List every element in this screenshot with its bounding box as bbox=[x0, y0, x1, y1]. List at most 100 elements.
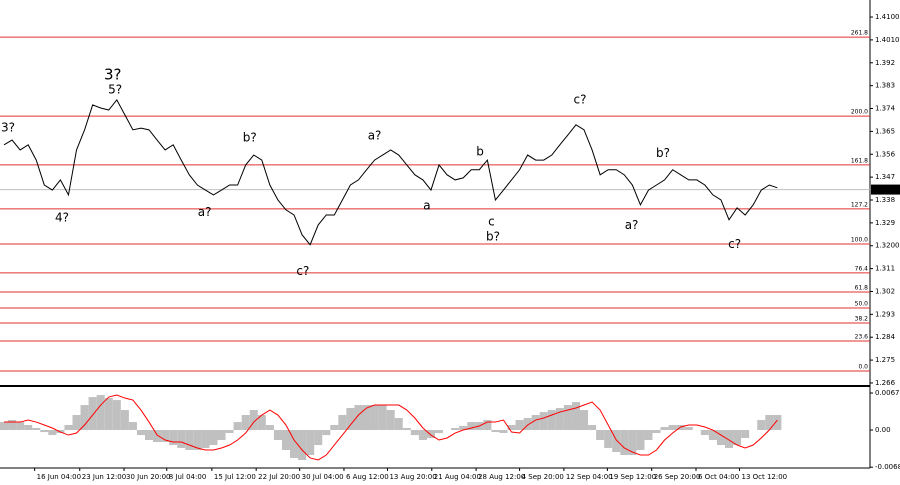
histogram-bar bbox=[483, 420, 492, 431]
histogram-bar bbox=[145, 430, 154, 441]
histogram-bar bbox=[217, 430, 226, 441]
histogram-bar bbox=[765, 415, 774, 431]
histogram-bar bbox=[612, 430, 621, 453]
histogram-bar bbox=[16, 422, 25, 431]
x-tick-label: 21 Aug 04:00 bbox=[434, 473, 481, 481]
histogram-bar bbox=[40, 430, 49, 433]
histogram-bar bbox=[136, 430, 145, 436]
fib-label: 100.0 bbox=[851, 236, 868, 243]
histogram-bar bbox=[185, 430, 194, 450]
y-tick-label: 1.311 bbox=[875, 265, 895, 273]
histogram-bar bbox=[708, 430, 717, 441]
x-tick-label: 30 Jul 04:00 bbox=[302, 473, 344, 481]
x-tick-label: 19 Sep 12:00 bbox=[609, 473, 656, 481]
histogram-bar bbox=[209, 430, 218, 446]
x-tick-label: 16 Jun 04:00 bbox=[37, 473, 81, 481]
histogram-bar bbox=[773, 415, 782, 431]
histogram-bar bbox=[96, 395, 105, 431]
y-tick-label: 1.365 bbox=[875, 127, 895, 135]
histogram-bar bbox=[88, 397, 97, 431]
histogram-bar bbox=[257, 415, 266, 431]
fib-label: 200.0 bbox=[851, 109, 868, 116]
histogram-bar bbox=[628, 430, 637, 456]
y-tick-label: 1.392 bbox=[875, 59, 895, 67]
histogram-bar bbox=[112, 400, 121, 431]
price-line bbox=[3, 98, 778, 246]
signal-line bbox=[4, 394, 778, 461]
wave-label: b bbox=[476, 144, 484, 158]
histogram-bar bbox=[539, 412, 548, 431]
x-tick-label: 15 Jul 12:00 bbox=[214, 473, 256, 481]
wave-label: a? bbox=[368, 128, 382, 142]
histogram-bar bbox=[201, 430, 210, 448]
wave-label: c? bbox=[296, 264, 309, 278]
histogram-bar bbox=[153, 430, 162, 443]
histogram-bar bbox=[48, 430, 57, 436]
fib-label: 0.0 bbox=[858, 364, 868, 371]
histogram-bar bbox=[402, 428, 411, 431]
y-tick-label: 1.266 bbox=[875, 379, 896, 387]
histogram-bar bbox=[80, 405, 89, 431]
histogram-bar bbox=[225, 430, 234, 434]
histogram-bar bbox=[563, 405, 572, 431]
y-tick-label: 1.4010 bbox=[875, 36, 900, 44]
x-tick-label: 26 Sep 20:00 bbox=[654, 473, 701, 481]
fib-label: 50.0 bbox=[855, 301, 869, 308]
histogram-bar bbox=[314, 430, 323, 446]
histogram-bar bbox=[636, 430, 645, 450]
histogram-bar bbox=[741, 430, 750, 438]
fib-label: 127.2 bbox=[851, 201, 868, 208]
y-tick-label: 1.302 bbox=[875, 287, 895, 295]
histogram-bar bbox=[273, 430, 282, 441]
y-tick-label: 1.293 bbox=[875, 310, 895, 318]
histogram-bar bbox=[386, 410, 395, 431]
histogram-bar bbox=[169, 430, 178, 446]
histogram-bar bbox=[72, 415, 81, 431]
histogram-bar bbox=[8, 420, 17, 431]
wave-label: b? bbox=[243, 130, 257, 144]
histogram-bar bbox=[571, 402, 580, 431]
wave-label: a bbox=[423, 198, 430, 212]
histogram-bar bbox=[700, 430, 709, 436]
histogram-bar bbox=[684, 427, 693, 431]
x-tick-label: 13 Oct 12:00 bbox=[742, 473, 788, 481]
histogram-bar bbox=[418, 430, 427, 441]
histogram-bar bbox=[644, 430, 653, 441]
x-tick-label: 30 Jun 20:00 bbox=[126, 473, 170, 481]
y-tick-label: 1.374 bbox=[875, 105, 896, 113]
histogram-bar bbox=[281, 430, 290, 450]
histogram-bar bbox=[0, 422, 9, 431]
y-tick-label: 0.00 bbox=[875, 426, 891, 434]
histogram-bar bbox=[290, 430, 299, 458]
histogram-bar bbox=[435, 430, 444, 434]
wave-label: 5? bbox=[108, 82, 122, 96]
y-tick-label: 1.275 bbox=[875, 356, 895, 364]
x-tick-label: 23 Jun 12:00 bbox=[82, 473, 126, 481]
histogram-bar bbox=[161, 430, 170, 443]
histogram-bar bbox=[668, 424, 677, 431]
histogram-bar bbox=[660, 427, 669, 431]
histogram-bar bbox=[451, 428, 460, 431]
histogram-bar bbox=[523, 418, 532, 431]
y-tick-label: 1.4100 bbox=[875, 13, 900, 21]
fib-label: 23.6 bbox=[855, 334, 869, 341]
x-tick-label: 6 Oct 04:00 bbox=[698, 473, 739, 481]
wave-label: c? bbox=[728, 237, 741, 251]
fib-label: 161.8 bbox=[851, 157, 868, 164]
histogram-bar bbox=[120, 410, 129, 431]
wave-label: c bbox=[488, 214, 495, 228]
histogram-bar bbox=[104, 398, 113, 431]
x-tick-label: 12 Sep 04:00 bbox=[566, 473, 613, 481]
histogram-bar bbox=[652, 430, 661, 434]
histogram-bar bbox=[306, 430, 315, 456]
histogram-bar bbox=[588, 424, 597, 431]
last-price-label: 1.3421 bbox=[874, 186, 899, 194]
histogram-bar bbox=[467, 422, 476, 431]
histogram-bar bbox=[193, 430, 202, 450]
fib-label: 261.8 bbox=[851, 30, 868, 37]
histogram-bar bbox=[459, 426, 468, 431]
histogram-bar bbox=[370, 405, 379, 431]
